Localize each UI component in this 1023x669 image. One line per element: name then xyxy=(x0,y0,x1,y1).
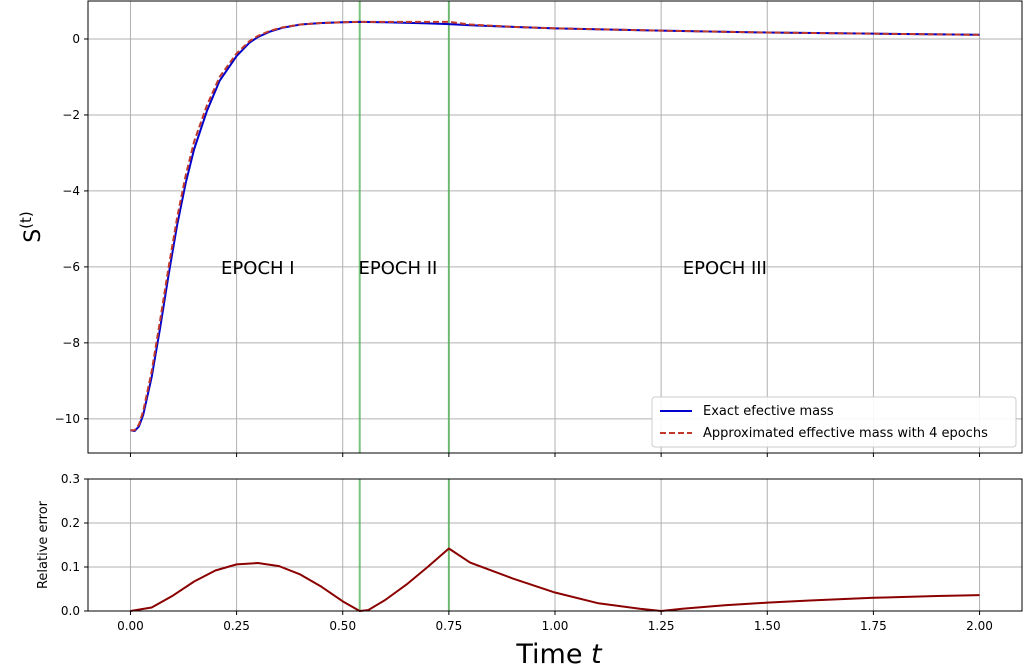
x-tick-label: 0.25 xyxy=(223,619,250,633)
x-tick-label: 1.50 xyxy=(754,619,781,633)
legend-box xyxy=(651,396,1017,448)
y-tick-label: 0.2 xyxy=(61,516,80,530)
x-tick-label: 0.75 xyxy=(436,619,463,633)
x-tick-label: 1.75 xyxy=(860,619,887,633)
legend-label: Exact efective mass xyxy=(703,404,834,419)
legend-label: Approximated effective mass with 4 epoch… xyxy=(703,426,988,441)
y-tick-label: 0.1 xyxy=(61,560,80,574)
x-axis-label: Time t xyxy=(515,639,603,669)
y-axis-label: S(t) xyxy=(17,211,46,243)
series-line-2 xyxy=(130,20,980,432)
x-tick-label: 0.50 xyxy=(329,619,356,633)
y-tick-label: −8 xyxy=(62,336,80,350)
epoch-label: EPOCH I xyxy=(221,258,295,279)
x-tick-label: 0.00 xyxy=(117,619,144,633)
x-tick-label: 1.00 xyxy=(542,619,569,633)
y-tick-label: 0.3 xyxy=(61,472,80,486)
series-line-1 xyxy=(130,20,980,432)
x-tick-label: 2.00 xyxy=(966,619,993,633)
y-tick-label: 0 xyxy=(72,32,80,46)
series-line-1 xyxy=(130,547,980,612)
y-tick-label: −6 xyxy=(62,260,80,274)
x-tick-label: 1.25 xyxy=(648,619,675,633)
epoch-label: EPOCH III xyxy=(683,258,767,279)
y-tick-label: 0.0 xyxy=(61,604,80,618)
legend: Exact efective mass Approximated effectiv… xyxy=(651,396,1017,448)
epoch-label: EPOCH II xyxy=(358,258,437,279)
top-panel: 0 −2 −4 −6 −8 −10 EPOCH I EPOCH II EPOCH III S(t)… xyxy=(17,0,1023,457)
y-axis-label-bottom: Relative error xyxy=(36,500,51,589)
y-tick-label: −4 xyxy=(62,184,80,198)
y-tick-label: −10 xyxy=(55,412,80,426)
bottom-panel: 0.00 0.25 0.50 0.75 1.00 1.25 1.50 1.75 2.00 0.0 0… xyxy=(36,472,1023,669)
y-tick-label: −2 xyxy=(62,108,80,122)
